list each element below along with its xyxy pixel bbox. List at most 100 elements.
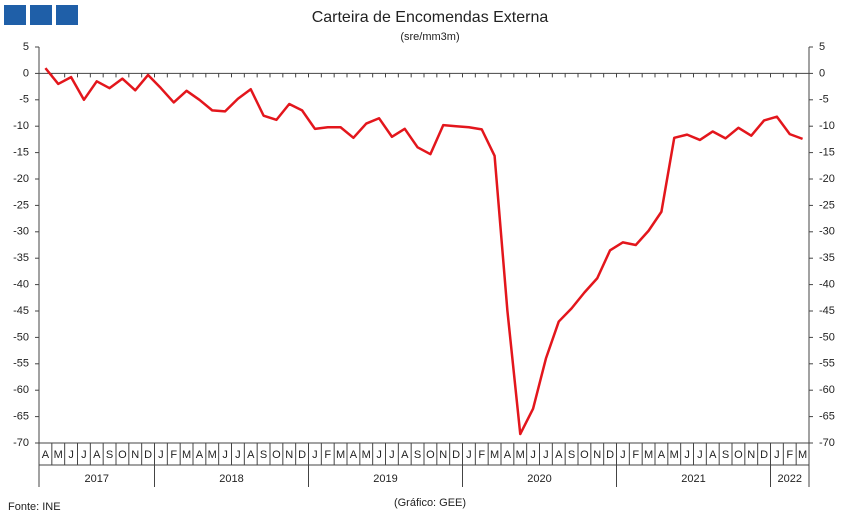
x-tick-label: M [644, 449, 653, 461]
logo-square [56, 5, 78, 25]
y-tick-label: -30 [13, 226, 29, 238]
y2-tick-label: -70 [819, 437, 835, 449]
x-tick-label: J [376, 449, 382, 461]
x-tick-label: M [362, 449, 371, 461]
x-tick-label: A [42, 449, 50, 461]
y2-tick-label: -25 [819, 199, 835, 211]
x-tick-label: F [632, 449, 639, 461]
x-tick-label: O [272, 449, 281, 461]
x-tick-label: J [158, 449, 164, 461]
line-series [44, 67, 804, 436]
x-tick-label: M [516, 449, 525, 461]
y-tick-label: -70 [13, 437, 29, 449]
x-tick-label: O [426, 449, 435, 461]
chart-subtitle: (sre/mm3m) [400, 31, 459, 43]
y2-tick-label: -30 [819, 226, 835, 238]
y2-tick-label: -40 [819, 279, 835, 291]
x-tick-label: F [324, 449, 331, 461]
x-tick-label: J [389, 449, 395, 461]
y-tick-label: -5 [19, 94, 29, 106]
x-tick-label: J [312, 449, 318, 461]
x-tick-label: N [593, 449, 601, 461]
y-tick-label: -10 [13, 120, 29, 132]
x-tick-label: O [118, 449, 127, 461]
x-tick-label: J [620, 449, 626, 461]
x-tick-label: A [93, 449, 101, 461]
x-tick-label: O [734, 449, 743, 461]
x-tick-label: J [222, 449, 228, 461]
x-tick-label: J [68, 449, 74, 461]
x-tick-label: S [568, 449, 575, 461]
x-tick-label: A [196, 449, 204, 461]
y2-tick-label: -50 [819, 331, 835, 343]
x-tick-label: A [504, 449, 512, 461]
y-tick-label: -45 [13, 305, 29, 317]
x-tick-label: A [247, 449, 255, 461]
x-tick-label: M [490, 449, 499, 461]
y-tick-label: 5 [23, 41, 29, 53]
x-tick-label: A [555, 449, 563, 461]
y-tick-label: -50 [13, 331, 29, 343]
x-tick-label: A [350, 449, 358, 461]
x-tick-label: J [697, 449, 703, 461]
x-tick-label: S [414, 449, 421, 461]
source: Fonte: INE [8, 501, 61, 513]
chart-title: Carteira de Encomendas Externa [312, 9, 549, 26]
x-tick-label: M [182, 449, 191, 461]
x-tick-label: D [760, 449, 768, 461]
y-tick-label: -65 [13, 411, 29, 423]
year-label: 2018 [219, 473, 243, 485]
x-tick-label: M [336, 449, 345, 461]
x-tick-label: N [285, 449, 293, 461]
year-label: 2019 [373, 473, 397, 485]
y2-tick-label: -65 [819, 411, 835, 423]
x-tick-label: J [466, 449, 472, 461]
x-tick-label: A [709, 449, 717, 461]
y-tick-label: -20 [13, 173, 29, 185]
year-label: 2020 [527, 473, 551, 485]
x-tick-label: J [235, 449, 241, 461]
year-label: 2021 [681, 473, 705, 485]
y2-tick-label: -35 [819, 252, 835, 264]
x-tick-label: S [106, 449, 113, 461]
year-label: 2017 [85, 473, 109, 485]
y2-tick-label: -45 [819, 305, 835, 317]
x-tick-label: J [543, 449, 549, 461]
x-tick-label: M [670, 449, 679, 461]
y2-tick-label: -10 [819, 120, 835, 132]
x-tick-label: N [747, 449, 755, 461]
y-tick-label: 0 [23, 67, 29, 79]
y-tick-label: -60 [13, 384, 29, 396]
year-label: 2022 [778, 473, 802, 485]
x-tick-label: J [774, 449, 780, 461]
y2-tick-label: 5 [819, 41, 825, 53]
logo-square [4, 5, 26, 25]
x-tick-label: D [144, 449, 152, 461]
y-tick-label: -55 [13, 358, 29, 370]
x-tick-label: D [606, 449, 614, 461]
x-tick-label: O [580, 449, 589, 461]
y-tick-label: -35 [13, 252, 29, 264]
x-tick-label: A [401, 449, 409, 461]
y2-tick-label: -20 [819, 173, 835, 185]
x-tick-label: S [722, 449, 729, 461]
y2-tick-label: -5 [819, 94, 829, 106]
x-tick-label: N [439, 449, 447, 461]
x-tick-label: M [54, 449, 63, 461]
credit: (Gráfico: GEE) [394, 497, 466, 509]
y2-tick-label: -55 [819, 358, 835, 370]
x-tick-label: J [684, 449, 690, 461]
x-tick-label: F [786, 449, 793, 461]
x-tick-label: A [658, 449, 666, 461]
y2-tick-label: 0 [819, 67, 825, 79]
x-tick-label: J [81, 449, 87, 461]
y-tick-label: -15 [13, 147, 29, 159]
x-tick-label: N [131, 449, 139, 461]
logo-square [30, 5, 52, 25]
y2-tick-label: -15 [819, 147, 835, 159]
x-tick-label: D [298, 449, 306, 461]
x-tick-label: M [208, 449, 217, 461]
x-tick-label: F [478, 449, 485, 461]
y2-tick-label: -60 [819, 384, 835, 396]
